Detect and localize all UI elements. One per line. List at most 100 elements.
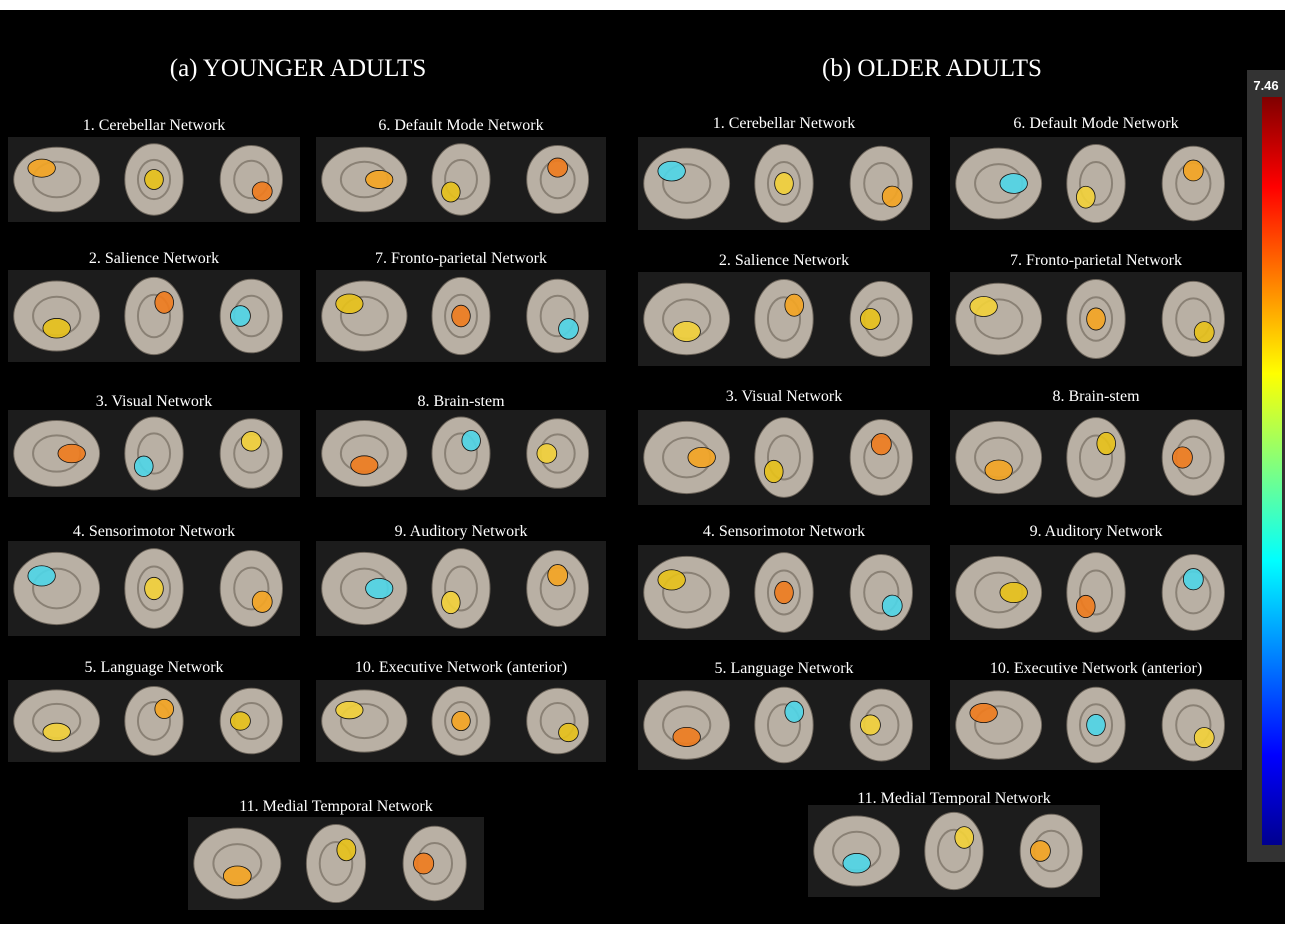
network-label: 5. Language Network xyxy=(84,659,223,676)
brain-slice xyxy=(14,420,100,486)
brain-slice xyxy=(220,419,282,489)
network-label: 1. Cerebellar Network xyxy=(713,115,856,132)
network-label: 4. Sensorimotor Network xyxy=(703,523,865,540)
activation xyxy=(1076,595,1095,617)
activation xyxy=(462,430,481,450)
activation xyxy=(537,444,557,463)
activation xyxy=(1097,432,1116,454)
activation xyxy=(1172,447,1192,468)
activation xyxy=(559,723,579,741)
brain-slice xyxy=(1067,553,1125,633)
brain-slice xyxy=(956,691,1042,759)
activation xyxy=(442,182,461,202)
panel-title: (b) OLDER ADULTS xyxy=(822,55,1042,82)
brain-slice xyxy=(432,417,490,490)
activation xyxy=(134,456,153,476)
brain-slice xyxy=(220,688,282,754)
activation xyxy=(955,827,974,849)
network-label: 11. Medial Temporal Network xyxy=(239,798,433,815)
activation xyxy=(351,456,378,475)
brain-slice xyxy=(220,146,282,214)
activation xyxy=(1087,308,1106,330)
brain-slice xyxy=(432,549,490,629)
activation xyxy=(775,581,794,603)
activation xyxy=(230,306,250,327)
brain-slice xyxy=(755,280,813,359)
colorbar-max: 7.46 xyxy=(1253,78,1278,93)
network-label: 10. Executive Network (anterior) xyxy=(355,659,567,676)
activation xyxy=(366,170,393,188)
brain-slice xyxy=(850,689,912,761)
activation xyxy=(452,305,471,327)
network-label: 2. Salience Network xyxy=(719,252,849,269)
brain-slice xyxy=(850,555,912,631)
brain-slice xyxy=(220,279,282,353)
brain-slice xyxy=(14,281,100,351)
brain-slice xyxy=(306,824,365,902)
activation xyxy=(58,444,85,463)
brain-slice xyxy=(925,812,983,889)
activation xyxy=(673,322,700,342)
brain-slice xyxy=(1162,420,1224,496)
brain-slice xyxy=(432,144,490,215)
activation xyxy=(1194,728,1214,748)
brain-slice xyxy=(1067,144,1125,222)
brain-slice xyxy=(14,147,100,212)
brain-slice xyxy=(194,828,281,899)
activation xyxy=(336,701,363,718)
brain-slice xyxy=(527,419,589,489)
activation xyxy=(155,292,174,314)
activation xyxy=(28,159,55,177)
activation xyxy=(871,434,891,455)
activation xyxy=(658,161,685,181)
brain-slice xyxy=(1067,418,1125,498)
activation xyxy=(860,715,880,735)
brain-slice xyxy=(14,552,100,624)
activation xyxy=(145,577,164,599)
activation xyxy=(882,595,902,616)
brain-slice xyxy=(755,418,813,498)
brain-slice xyxy=(220,551,282,627)
activation xyxy=(241,432,261,451)
brain-slice xyxy=(644,283,730,354)
network-label: 1. Cerebellar Network xyxy=(83,117,226,134)
network-label: 9. Auditory Network xyxy=(1030,523,1163,540)
brain-slice xyxy=(755,687,813,763)
brain-slice xyxy=(850,281,912,356)
brain-slice xyxy=(644,556,730,628)
activation xyxy=(775,173,794,195)
activation xyxy=(970,703,997,722)
activation xyxy=(1183,160,1203,181)
brain-slice xyxy=(14,690,100,752)
network-label: 6. Default Mode Network xyxy=(1013,115,1178,132)
brain-slice xyxy=(125,417,183,490)
brain-slice xyxy=(527,551,589,627)
activation xyxy=(252,182,272,201)
activation xyxy=(28,566,55,586)
activation xyxy=(145,170,164,190)
activation xyxy=(764,460,783,482)
brain-slice xyxy=(1020,814,1082,888)
activation xyxy=(985,460,1012,480)
activation xyxy=(336,294,363,314)
activation xyxy=(843,853,870,873)
activation xyxy=(785,294,804,316)
brain-slice xyxy=(644,148,730,219)
brain-slice xyxy=(322,690,407,752)
brain-slice xyxy=(814,816,900,886)
network-label: 7. Fronto-parietal Network xyxy=(375,250,547,267)
brain-slice xyxy=(956,421,1042,493)
brain-slice xyxy=(1162,146,1224,220)
brain-slice xyxy=(322,281,407,351)
activation xyxy=(559,319,579,340)
brain-slice xyxy=(322,147,407,212)
brain-slice xyxy=(125,277,183,354)
network-label: 5. Language Network xyxy=(714,660,853,677)
brain-slice xyxy=(527,688,589,754)
activation xyxy=(43,723,70,740)
activation xyxy=(673,727,700,746)
activation xyxy=(658,570,685,590)
brain-slice xyxy=(1162,555,1224,631)
brain-slice xyxy=(850,420,912,496)
activation xyxy=(414,853,434,874)
